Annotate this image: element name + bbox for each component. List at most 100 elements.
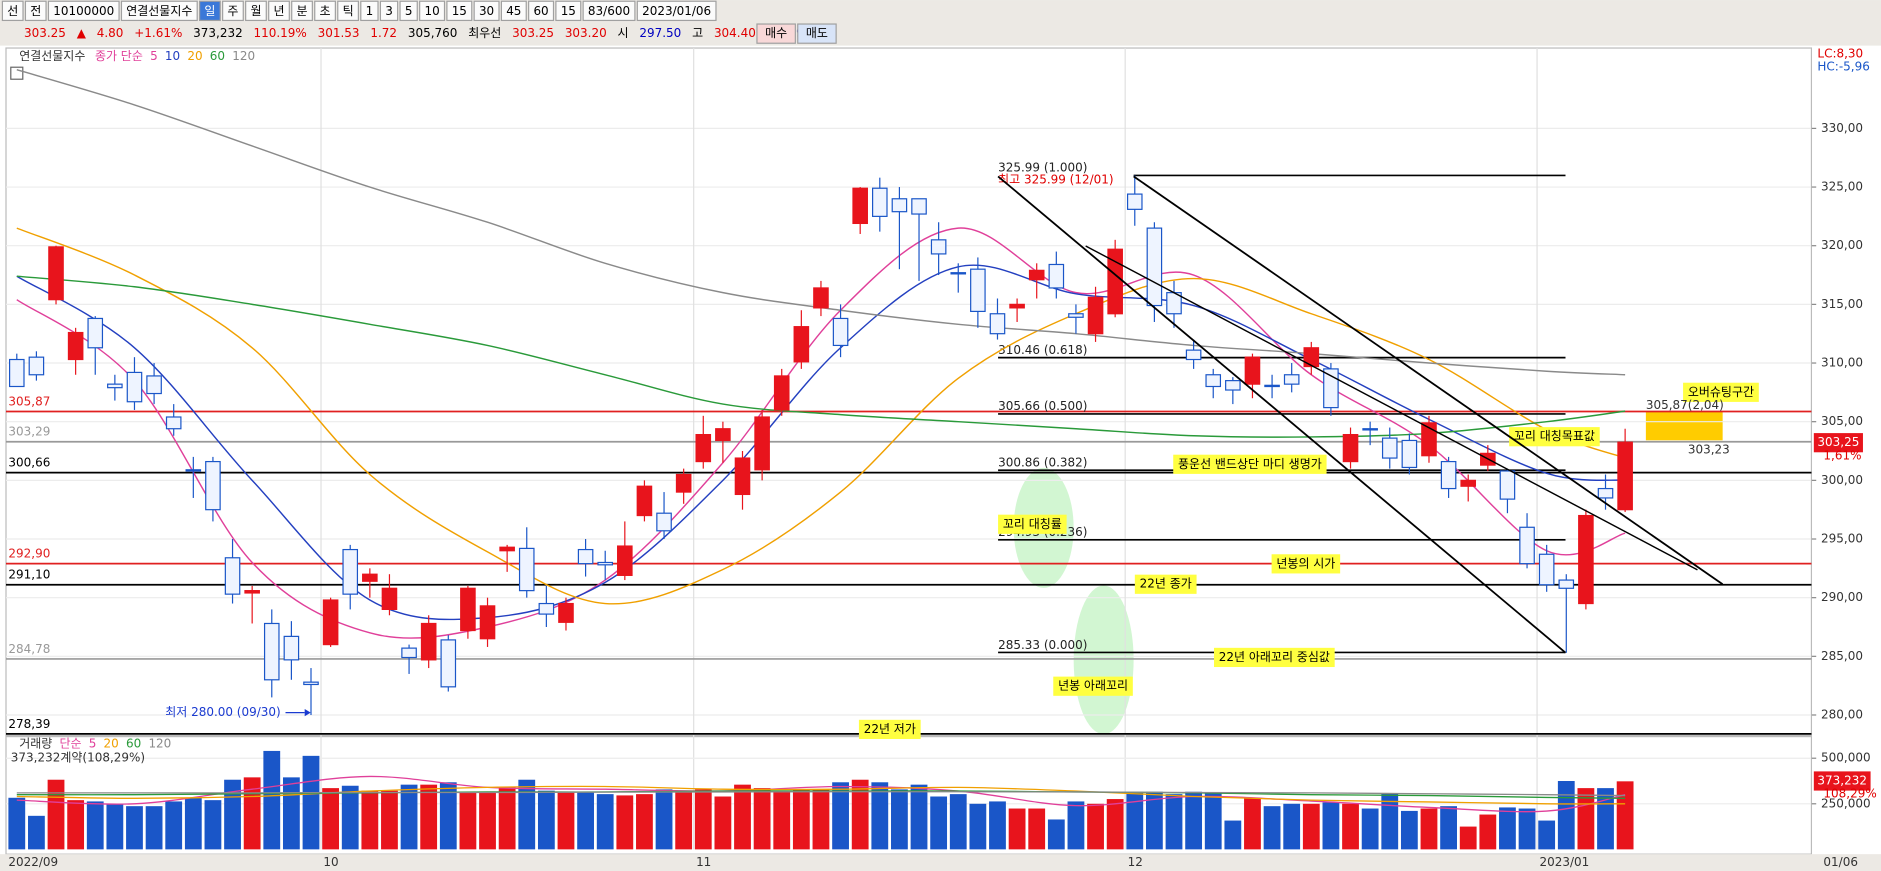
toolbar-button-bg[interactable] xyxy=(360,0,379,22)
chart-layer: 280,00 285,00 290,00 295,00 300,00 305,00 310,… xyxy=(5,47,1877,869)
toolbar-button[interactable]: 틱 xyxy=(343,4,354,18)
volume-bar xyxy=(1224,820,1242,850)
sell-button-bg[interactable] xyxy=(797,23,837,44)
volume-bar xyxy=(636,794,653,850)
toolbar-button-bg[interactable] xyxy=(268,0,290,22)
toolbar-button-bg[interactable] xyxy=(636,0,717,22)
volume-bar xyxy=(243,777,261,850)
toolbar-button-bg[interactable] xyxy=(473,0,500,22)
volume-bar xyxy=(1244,797,1261,850)
quote-field: 297.50 xyxy=(639,26,681,40)
toolbar-button-bg[interactable] xyxy=(291,0,313,22)
toolbar-button[interactable]: 3 xyxy=(385,4,393,18)
annotation: 풍운선 밴드상단 마디 생명가 xyxy=(1178,457,1322,471)
toolbar-button-bg[interactable] xyxy=(314,0,336,22)
quote-field: 고 xyxy=(692,26,703,40)
toolbar-button-bg[interactable] xyxy=(582,0,636,22)
volume-bar xyxy=(832,782,849,850)
volume-bar xyxy=(655,789,673,850)
buy-button-bg[interactable] xyxy=(756,23,796,44)
volume-bar xyxy=(557,791,575,850)
toolbar-button-bg[interactable] xyxy=(555,0,582,22)
toolbar-button[interactable]: 분 xyxy=(297,4,308,18)
toolbar-button-bg[interactable] xyxy=(399,0,418,22)
candle-body xyxy=(754,416,770,471)
toolbar-bg xyxy=(0,0,1881,46)
quote-field: 303.20 xyxy=(565,26,607,40)
toolbar-button-bg[interactable] xyxy=(337,0,359,22)
toolbar-button-bg[interactable] xyxy=(199,0,221,22)
volume-bar xyxy=(86,801,104,850)
toolbar-button[interactable]: 15 xyxy=(452,4,467,18)
legend-entry: 20 xyxy=(187,49,202,63)
toolbar-button[interactable]: 10 xyxy=(424,4,439,18)
price-tag: 303,25 xyxy=(1817,435,1859,449)
toolbar-button[interactable]: 2023/01/06 xyxy=(642,4,711,18)
level-label: 292,90 xyxy=(8,547,50,561)
toolbar-button-bg[interactable] xyxy=(1,0,24,22)
toolbar-button[interactable]: 15 xyxy=(561,4,576,18)
volume-bar xyxy=(498,787,516,850)
candle-body xyxy=(538,602,555,615)
toolbar-button[interactable]: 5 xyxy=(405,4,413,18)
annotation-box xyxy=(1509,427,1600,447)
toolbar-button[interactable]: 10100000 xyxy=(53,4,114,18)
toolbar-button-bg[interactable] xyxy=(24,0,47,22)
annotation-box xyxy=(1053,676,1133,696)
date-axis-bg xyxy=(0,854,1881,871)
toolbar-button[interactable]: 월 xyxy=(250,4,261,18)
toolbar-button-bg[interactable] xyxy=(500,0,527,22)
volume-bar xyxy=(322,788,340,850)
toolbar-button[interactable]: 초 xyxy=(320,4,331,18)
candle-body xyxy=(852,187,868,225)
toolbar-button[interactable]: 1 xyxy=(366,4,374,18)
toolbar-button[interactable]: 전 xyxy=(30,4,41,18)
buy-button[interactable]: 매수 xyxy=(765,26,787,40)
candle-body xyxy=(1617,441,1633,511)
volume-bar xyxy=(1400,810,1418,850)
toolbar-button-bg[interactable] xyxy=(222,0,244,22)
toolbar-button-bg[interactable] xyxy=(379,0,399,22)
sell-button[interactable]: 매도 xyxy=(806,26,828,40)
toolbar-button[interactable]: 선 xyxy=(7,4,18,18)
toolbar-button-bg[interactable] xyxy=(446,0,473,22)
toolbar-button[interactable]: 주 xyxy=(227,4,238,18)
toolbar-button[interactable]: 연결선물지수 xyxy=(126,4,192,18)
volume-bar xyxy=(1479,814,1497,850)
volume-tag: 373,232 xyxy=(1817,773,1867,787)
toolbar-button-bg[interactable] xyxy=(528,0,555,22)
toolbar-button-bg[interactable] xyxy=(120,0,198,22)
toolbar-button[interactable]: 45 xyxy=(506,4,521,18)
volume-bar xyxy=(165,801,183,850)
legend-entry: 60 xyxy=(210,49,225,63)
volume-moving-average xyxy=(16,785,1626,805)
candle-body xyxy=(67,331,84,361)
volume-bar xyxy=(734,784,751,850)
volume-bar xyxy=(341,785,359,850)
settings-icon[interactable] xyxy=(10,66,24,80)
moving-average xyxy=(16,227,1626,605)
volume-bar xyxy=(459,791,477,850)
toolbar-button[interactable]: 일 xyxy=(204,4,215,18)
volume-bar xyxy=(1047,819,1065,850)
candle-body xyxy=(1381,437,1398,459)
volume-bar xyxy=(1518,808,1536,850)
fib-label: 305.66 (0.500) xyxy=(998,399,1087,413)
toolbar-button-bg[interactable] xyxy=(47,0,120,22)
toolbar-button[interactable]: 83/600 xyxy=(588,4,630,18)
toolbar-button-bg[interactable] xyxy=(245,0,267,22)
toolbar-button[interactable]: 30 xyxy=(479,4,494,18)
annotation: 년봉 아래꼬리 xyxy=(1058,679,1128,693)
toolbar-button[interactable]: 60 xyxy=(533,4,548,18)
fib-label: 300.86 (0.382) xyxy=(998,456,1087,470)
toolbar-button-bg[interactable] xyxy=(419,0,446,22)
target-low-label: 303,23 xyxy=(1688,442,1730,456)
volume-bar xyxy=(577,791,594,850)
volume-bar xyxy=(891,789,908,850)
volume-bar xyxy=(989,801,1006,850)
candle-body xyxy=(636,485,653,517)
toolbar-button[interactable]: 년 xyxy=(273,4,284,18)
level-label: 305,87 xyxy=(8,394,50,408)
candle-body xyxy=(656,512,672,532)
candle-body xyxy=(813,287,829,309)
